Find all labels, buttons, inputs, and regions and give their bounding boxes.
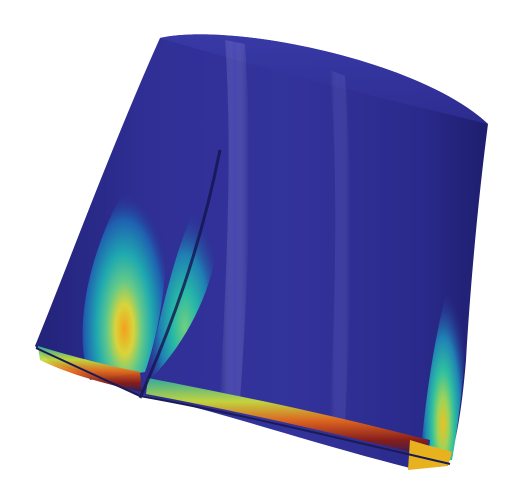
- bottom-rim-band-left: [38, 346, 142, 392]
- fold-crease: [138, 149, 222, 399]
- stress-hotspot-left: [82, 150, 167, 380]
- stress-hotspot-right: [420, 240, 467, 465]
- highlight-band: [220, 40, 250, 400]
- bottom-rim-band: [146, 378, 428, 456]
- bottom-edge: [35, 347, 451, 465]
- highlight-band: [330, 70, 351, 425]
